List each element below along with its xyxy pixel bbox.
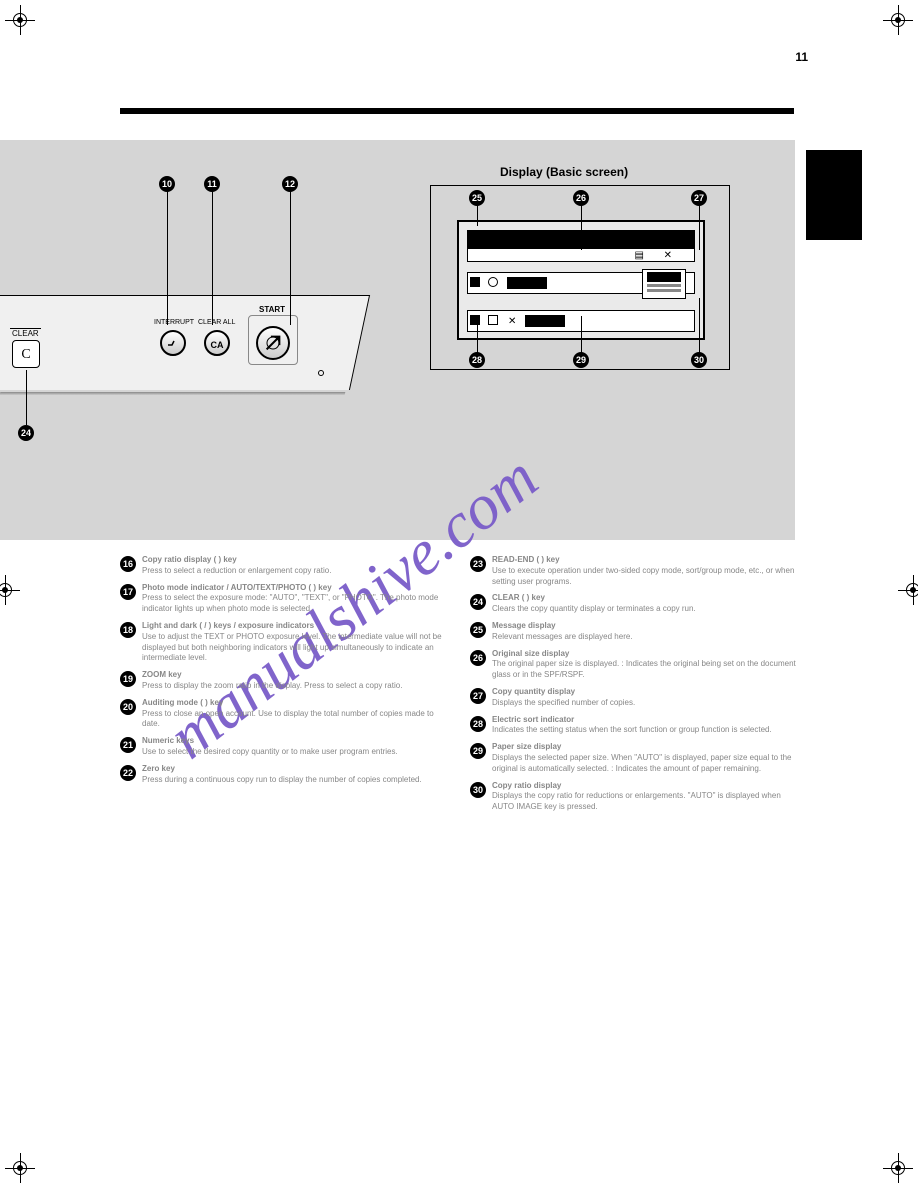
item-number: 19 [120, 671, 136, 687]
crop-mark [883, 5, 913, 35]
item-number: 26 [470, 650, 486, 666]
item-description: Press to display the zoom ratio in the d… [142, 681, 450, 692]
interrupt-label: INTERRUPT [154, 319, 194, 326]
crop-mark [0, 575, 20, 605]
clear-label: CLEAR [10, 328, 41, 338]
callout-28: 28 [469, 352, 485, 368]
side-tab [806, 150, 862, 240]
description-columns: 16Copy ratio display ( ) keyPress to sel… [120, 555, 800, 819]
description-item: 20 Auditing mode ( ) keyPress to close an… [120, 698, 450, 730]
item-title: Light and dark ( / ) keys / exposure ind… [142, 621, 450, 632]
item-description: The original paper size is displayed. : … [492, 659, 800, 681]
start-button [256, 326, 290, 360]
item-title: Copy ratio display ( ) key [142, 555, 450, 566]
right-column: 23 READ-END ( ) keyUse to execute operati… [470, 555, 800, 819]
item-title: Auditing mode ( ) key [142, 698, 450, 709]
item-description: Clears the copy quantity display or term… [492, 604, 800, 615]
item-title: Original size display [492, 649, 800, 660]
description-item: 30 Copy ratio displayDisplays the copy ra… [470, 781, 800, 813]
description-item: 16 Copy ratio display ( ) keyPress to sel… [120, 555, 450, 577]
leader-line [290, 190, 291, 325]
callout-12: 12 [282, 176, 298, 192]
description-item: 28 Electric sort indicatorIndicates the s… [470, 715, 800, 737]
item-title: Copy quantity display [492, 687, 800, 698]
item-description: Press to select a reduction or enlargeme… [142, 566, 450, 577]
description-item: 26 Original size displayThe original pape… [470, 649, 800, 681]
callout-27: 27 [691, 190, 707, 206]
item-description: Relevant messages are displayed here. [492, 632, 800, 643]
item-number: 30 [470, 782, 486, 798]
item-number: 22 [120, 765, 136, 781]
leader-line [167, 190, 168, 325]
description-item: 25 Message displayRelevant messages are d… [470, 621, 800, 643]
item-title: Message display [492, 621, 800, 632]
item-number: 16 [120, 556, 136, 572]
crop-mark [5, 1153, 35, 1183]
leader-line [26, 370, 27, 425]
item-description: Displays the specified number of copies. [492, 698, 800, 709]
item-number: 18 [120, 622, 136, 638]
item-description: Use to adjust the TEXT or PHOTO exposure… [142, 632, 450, 664]
description-item: 29 Paper size displayDisplays the selecte… [470, 742, 800, 774]
description-item: 21 Numeric keysUse to select the desired … [120, 736, 450, 758]
callout-26: 26 [573, 190, 589, 206]
item-number: 28 [470, 716, 486, 732]
item-description: Displays the copy ratio for reductions o… [492, 791, 800, 813]
item-number: 20 [120, 699, 136, 715]
item-title: Copy ratio display [492, 781, 800, 792]
clear-key: C [12, 340, 40, 368]
description-item: 18 Light and dark ( / ) keys / exposure i… [120, 621, 450, 664]
item-number: 23 [470, 556, 486, 572]
item-number: 27 [470, 688, 486, 704]
callout-25: 25 [469, 190, 485, 206]
item-number: 24 [470, 594, 486, 610]
item-description: Press to select the exposure mode: "AUTO… [142, 593, 450, 615]
item-title: Electric sort indicator [492, 715, 800, 726]
item-title: READ-END ( ) key [492, 555, 800, 566]
callout-10: 10 [159, 176, 175, 192]
item-description: Press during a continuous copy run to di… [142, 775, 450, 786]
item-title: CLEAR ( ) key [492, 593, 800, 604]
item-title: Numeric keys [142, 736, 450, 747]
item-number: 25 [470, 622, 486, 638]
clearall-label: CLEAR ALL [198, 319, 235, 326]
callout-11: 11 [204, 176, 220, 192]
callout-30: 30 [691, 352, 707, 368]
item-description: Use to execute operation under two-sided… [492, 566, 800, 588]
item-number: 29 [470, 743, 486, 759]
description-item: 19 ZOOM keyPress to display the zoom rati… [120, 670, 450, 692]
display-frame: ▤ ✕ ✕ 25 26 27 28 29 30 [430, 185, 730, 370]
callout-29: 29 [573, 352, 589, 368]
item-description: Use to select the desired copy quantity … [142, 747, 450, 758]
description-item: 23 READ-END ( ) keyUse to execute operati… [470, 555, 800, 587]
crop-mark [5, 5, 35, 35]
item-title: Paper size display [492, 742, 800, 753]
crop-mark [898, 575, 918, 605]
item-number: 21 [120, 737, 136, 753]
crop-mark [883, 1153, 913, 1183]
item-description: Press to close an open account. Use to d… [142, 709, 450, 731]
item-title: Zero key [142, 764, 450, 775]
leader-line [212, 190, 213, 325]
item-title: ZOOM key [142, 670, 450, 681]
interrupt-button [160, 330, 186, 356]
left-column: 16Copy ratio display ( ) keyPress to sel… [120, 555, 450, 819]
description-item: 22 Zero keyPress during a continuous copy… [120, 764, 450, 786]
header-rule [120, 108, 794, 114]
start-label: START [259, 305, 285, 314]
page-number: 11 [795, 50, 808, 64]
item-number: 17 [120, 584, 136, 600]
description-item: 17 Photo mode indicator / AUTO/TEXT/PHOTO… [120, 583, 450, 615]
description-item: 27 Copy quantity displayDisplays the spec… [470, 687, 800, 709]
callout-24: 24 [18, 425, 34, 441]
control-panel-illustration: INTERRUPT CLEAR ALL CA START [0, 295, 340, 395]
item-description: Displays the selected paper size. When "… [492, 753, 800, 775]
item-title: Photo mode indicator / AUTO/TEXT/PHOTO (… [142, 583, 450, 594]
display-title: Display (Basic screen) [500, 165, 628, 179]
item-description: Indicates the setting status when the so… [492, 725, 800, 736]
clearall-button: CA [204, 330, 230, 356]
description-item: 24 CLEAR ( ) keyClears the copy quantity … [470, 593, 800, 615]
